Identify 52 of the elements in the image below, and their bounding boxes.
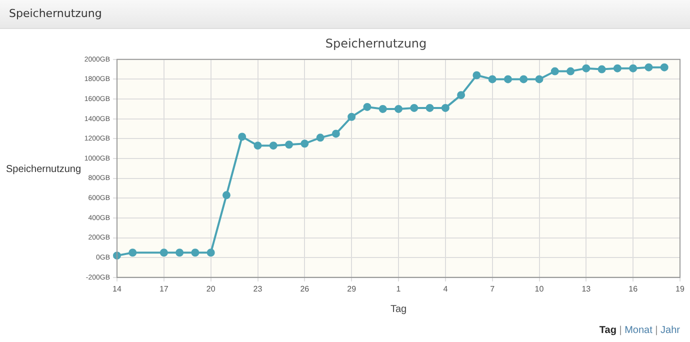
x-tick-label: 13 xyxy=(582,284,592,294)
point xyxy=(160,248,168,257)
chart-title: Speichernutzung xyxy=(325,36,427,50)
point xyxy=(472,71,481,80)
point xyxy=(300,140,309,148)
x-tick-label: 26 xyxy=(300,284,310,294)
point xyxy=(410,104,418,112)
point xyxy=(176,248,184,257)
point xyxy=(238,132,246,141)
y-axis-title: Speichernutzung xyxy=(6,164,82,175)
point xyxy=(269,142,278,150)
point xyxy=(535,75,544,84)
point xyxy=(598,65,606,74)
text: Speichernutzung xyxy=(0,0,690,29)
point xyxy=(348,112,356,121)
x-axis-title: Tag xyxy=(390,304,407,315)
point xyxy=(332,130,340,138)
point xyxy=(644,63,653,72)
text: Tag | Monat | Jahr xyxy=(599,325,680,336)
point xyxy=(520,75,528,84)
x-tick-label: 23 xyxy=(253,284,263,294)
x-tick-label: 17 xyxy=(159,284,169,294)
point xyxy=(222,191,230,200)
point xyxy=(363,102,372,111)
x-tick-label: 1 xyxy=(396,284,402,294)
point xyxy=(566,67,575,76)
x-tick-label: 7 xyxy=(490,284,496,294)
x-tick-label: 10 xyxy=(534,284,544,294)
point xyxy=(426,104,434,112)
point xyxy=(550,67,559,76)
point xyxy=(457,91,466,100)
x-tick-label: 19 xyxy=(676,284,685,294)
point xyxy=(191,248,200,257)
point xyxy=(316,134,324,142)
point xyxy=(285,140,294,149)
point xyxy=(254,142,262,150)
x-tick-label: 14 xyxy=(112,284,122,294)
x-tick-label: 16 xyxy=(628,284,638,294)
point xyxy=(504,75,512,84)
point xyxy=(613,64,622,72)
point xyxy=(488,75,496,84)
point xyxy=(378,104,387,113)
x-tick-label: 20 xyxy=(206,284,216,294)
point xyxy=(394,104,402,113)
x-tick-label: 29 xyxy=(347,284,357,294)
x-tick-label: 4 xyxy=(443,284,448,294)
point xyxy=(441,104,450,112)
point xyxy=(629,64,638,72)
point xyxy=(582,64,590,72)
point xyxy=(660,63,668,72)
point xyxy=(128,248,137,257)
point xyxy=(206,248,215,257)
